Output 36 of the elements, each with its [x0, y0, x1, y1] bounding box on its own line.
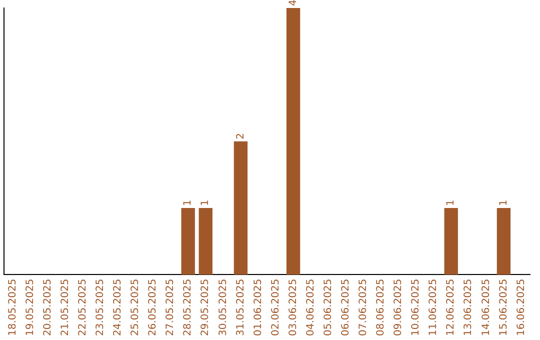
data-label: 1 [182, 200, 194, 206]
data-label: 1 [498, 200, 510, 206]
data-label: 1 [446, 200, 457, 206]
data-label: 2 [235, 132, 246, 140]
x-tick-label: 23.05.2025 [95, 278, 106, 336]
x-tick-label: 05.06.2025 [322, 278, 334, 336]
x-tick-label: 27.05.2025 [165, 278, 176, 336]
x-tick-label: 15.06.2025 [498, 278, 510, 336]
x-tick-label: 06.06.2025 [340, 278, 352, 336]
x-tick-label: 10.06.2025 [410, 278, 422, 336]
x-tick-label: 14.06.2025 [480, 278, 492, 336]
x-tick-label: 19.05.2025 [24, 278, 36, 336]
x-tick-label: 24.05.2025 [112, 278, 124, 336]
x-tick-label: 21.05.2025 [60, 278, 71, 336]
x-tick-label: 16.06.2025 [516, 278, 527, 336]
x-tick-label: 09.06.2025 [393, 278, 404, 336]
x-tick-label: 30.05.2025 [218, 278, 229, 336]
x-tick-label: 31.05.2025 [235, 278, 246, 336]
x-tick-label: 03.06.2025 [288, 278, 299, 336]
x-tick-label: 08.06.2025 [376, 278, 387, 336]
x-tick-label: 26.05.2025 [148, 278, 159, 336]
x-tick-label: 02.06.2025 [270, 278, 282, 336]
x-tick-label: 22.05.2025 [77, 278, 88, 336]
x-tick-label: 28.05.2025 [182, 278, 194, 336]
x-tick-label: 20.05.2025 [42, 278, 54, 336]
x-tick-label: 12.06.2025 [446, 278, 457, 336]
x-tick-label: 13.06.2025 [463, 278, 474, 336]
x-tick-label: 11.06.2025 [428, 278, 440, 336]
x-tick-label: 18.05.2025 [7, 278, 18, 336]
x-tick-label: 01.06.2025 [252, 278, 264, 336]
data-label: 1 [200, 200, 212, 206]
x-tick-label: 25.05.2025 [130, 278, 142, 336]
x-tick-label: 29.05.2025 [200, 278, 212, 336]
x-tick-label: 04.06.2025 [305, 278, 316, 336]
data-label: 4 [288, 0, 299, 6]
x-tick-label: 07.06.2025 [358, 278, 370, 336]
